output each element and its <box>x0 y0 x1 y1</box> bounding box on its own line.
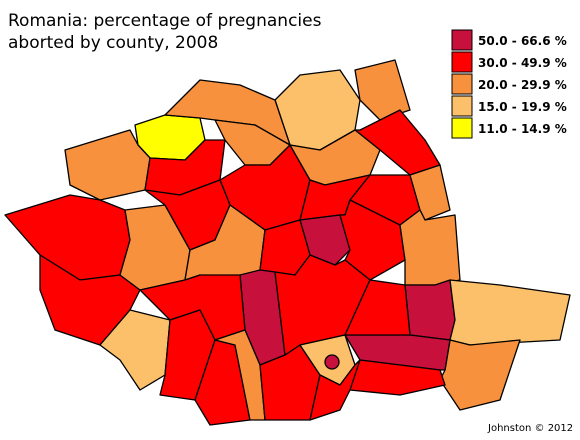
legend-swatch <box>451 51 473 73</box>
title-line: Romania: percentage of pregnancies <box>8 11 322 31</box>
title-line: aborted by county, 2008 <box>8 33 218 53</box>
county <box>399 209 461 286</box>
county-layer <box>4 59 571 426</box>
county <box>404 279 456 341</box>
legend-swatch <box>451 73 473 95</box>
county <box>324 354 340 370</box>
county <box>309 359 361 421</box>
legend-label: 11.0 - 14.9 % <box>478 122 567 136</box>
legend-swatch <box>451 117 473 139</box>
legend-swatch <box>451 95 473 117</box>
county <box>344 279 411 336</box>
county <box>274 254 371 356</box>
credit: Johnston © 2012 <box>487 423 573 434</box>
legend-label: 15.0 - 19.9 % <box>478 100 567 114</box>
legend-swatch <box>451 29 473 51</box>
legend-label: 50.0 - 66.6 % <box>478 34 567 48</box>
legend-label: 20.0 - 29.9 % <box>478 78 567 92</box>
legend: 50.0 - 66.6 % 30.0 - 49.9 % 20.0 - 29.9 % 1… <box>451 29 567 139</box>
legend-label: 30.0 - 49.9 % <box>478 56 567 70</box>
county <box>439 339 521 411</box>
county <box>409 164 451 221</box>
